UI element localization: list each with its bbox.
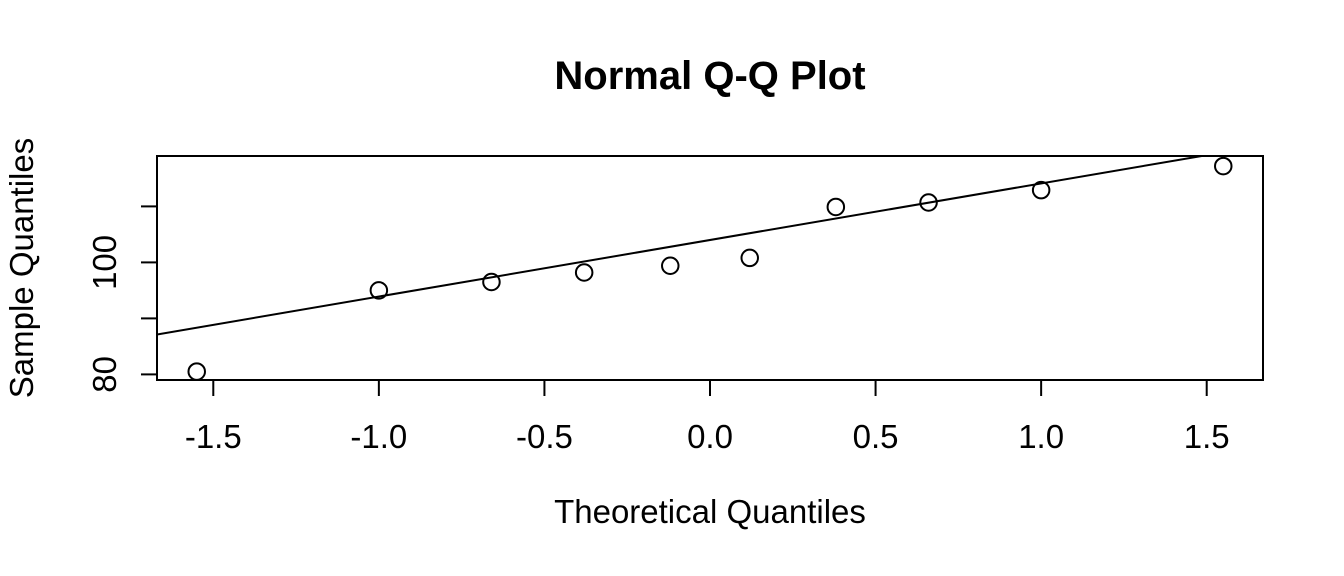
x-tick-label: -0.5 xyxy=(516,418,573,455)
x-tick-label: 0.0 xyxy=(687,418,733,455)
x-axis-label: Theoretical Quantiles xyxy=(554,493,866,530)
y-axis-label: Sample Quantiles xyxy=(3,138,40,398)
qq-reference-line xyxy=(157,156,1208,336)
data-point xyxy=(369,281,389,300)
data-point xyxy=(919,193,938,212)
plot-title: Normal Q-Q Plot xyxy=(554,54,865,98)
x-tick-label: -1.5 xyxy=(185,418,242,455)
data-point xyxy=(482,272,501,292)
data-point xyxy=(826,197,846,217)
y-tick-label: 80 xyxy=(86,356,123,393)
x-tick-label: 1.5 xyxy=(1184,418,1230,455)
data-point xyxy=(1214,156,1233,176)
y-tick-label: 100 xyxy=(86,235,123,290)
x-tick-label: 0.5 xyxy=(853,418,899,455)
data-point xyxy=(740,248,759,268)
data-point xyxy=(661,256,680,276)
plot-box xyxy=(156,155,1264,381)
data-point xyxy=(574,263,594,282)
x-tick-label: 1.0 xyxy=(1018,418,1064,455)
x-tick-label: -1.0 xyxy=(350,418,407,455)
plot-layer: -1.5 -1.0 -0.5 0.0 0.5 1.0 1.5 80 100 xyxy=(86,155,1264,455)
data-point xyxy=(187,362,206,381)
data-point xyxy=(1031,180,1051,200)
